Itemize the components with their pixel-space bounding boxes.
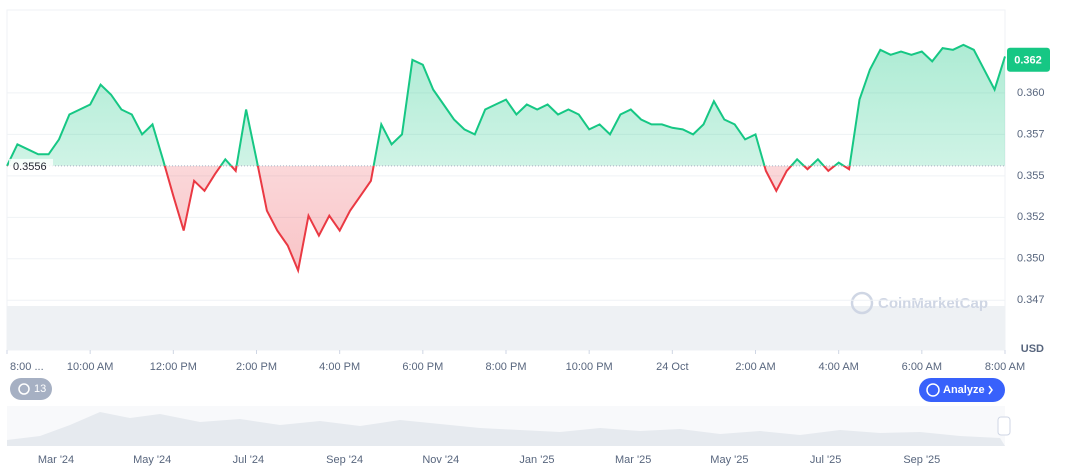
price-badge — [1007, 47, 1050, 72]
y-tick-label: 0.350 — [1017, 253, 1045, 265]
history-badge[interactable]: 13 — [10, 378, 52, 400]
watermark-logo — [850, 291, 874, 315]
navigator-labels: Mar '24 May '24 Jul '24 Sep '24 Nov '24 Jan '… — [38, 454, 940, 466]
x-tick-label: 6:00 AM — [902, 361, 942, 373]
y-tick-label: 0.347 — [1017, 294, 1045, 306]
x-tick-label: 6:00 PM — [402, 361, 443, 373]
y-unit: USD — [1021, 343, 1044, 355]
area-up — [7, 44, 1005, 166]
volume-area — [7, 306, 1005, 350]
navigator-label: May '25 — [710, 454, 748, 466]
navigator-label: Jan '25 — [519, 454, 554, 466]
badge-count: 13 — [34, 383, 46, 395]
navigator-label: Sep '25 — [903, 454, 940, 466]
x-tick-label: 4:00 AM — [818, 361, 858, 373]
navigator-area — [7, 412, 1005, 446]
badge-bg — [10, 378, 52, 400]
navigator-label: Mar '25 — [615, 454, 651, 466]
plot-frame — [6, 9, 1006, 351]
x-tick-label: 12:00 PM — [150, 361, 197, 373]
x-tick-label: 24 Oct — [656, 361, 688, 373]
baseline-label-bg — [9, 158, 53, 173]
y-tick-label: 0.360 — [1017, 87, 1045, 99]
x-tick-label: 10:00 AM — [67, 361, 113, 373]
price-line-up — [6, 43, 1006, 166]
navigator-handle[interactable] — [997, 416, 1011, 436]
x-tick-label: 8:00 PM — [486, 361, 527, 373]
navigator-label: Jul '25 — [810, 454, 841, 466]
price-badge-label: 0.362 — [1014, 55, 1042, 67]
y-tick-label: 0.355 — [1017, 170, 1045, 182]
x-tick-label: 2:00 AM — [735, 361, 775, 373]
x-tick-label: 4:00 PM — [319, 361, 360, 373]
watermark: CoinMarketCap — [850, 291, 988, 315]
button-label: Analyze — [943, 384, 985, 396]
navigator-label: Jul '24 — [233, 454, 264, 466]
x-tick-label: 8:00 AM — [985, 361, 1025, 373]
navigator-label: May '24 — [133, 454, 171, 466]
analyze-button[interactable]: Analyze — [919, 378, 1005, 402]
x-tick-label: 8:00 ... — [10, 361, 44, 373]
button-bg — [919, 378, 1005, 402]
navigator-label: Sep '24 — [326, 454, 363, 466]
y-tick-label: 0.352 — [1017, 211, 1045, 223]
watermark-text: CoinMarketCap — [878, 295, 988, 312]
price-line-down — [7, 165, 851, 274]
x-tick-label: 10:00 PM — [566, 361, 613, 373]
badge-icon — [18, 383, 30, 395]
y-tick-label: 0.357 — [1017, 128, 1045, 140]
x-tick-label: 2:00 PM — [236, 361, 277, 373]
navigator-label: Nov '24 — [422, 454, 459, 466]
area-down — [164, 165, 850, 271]
button-chevron — [988, 385, 993, 395]
button-icon — [926, 383, 940, 397]
navigator-label: Mar '24 — [38, 454, 74, 466]
baseline-label: 0.3556 — [13, 161, 47, 173]
